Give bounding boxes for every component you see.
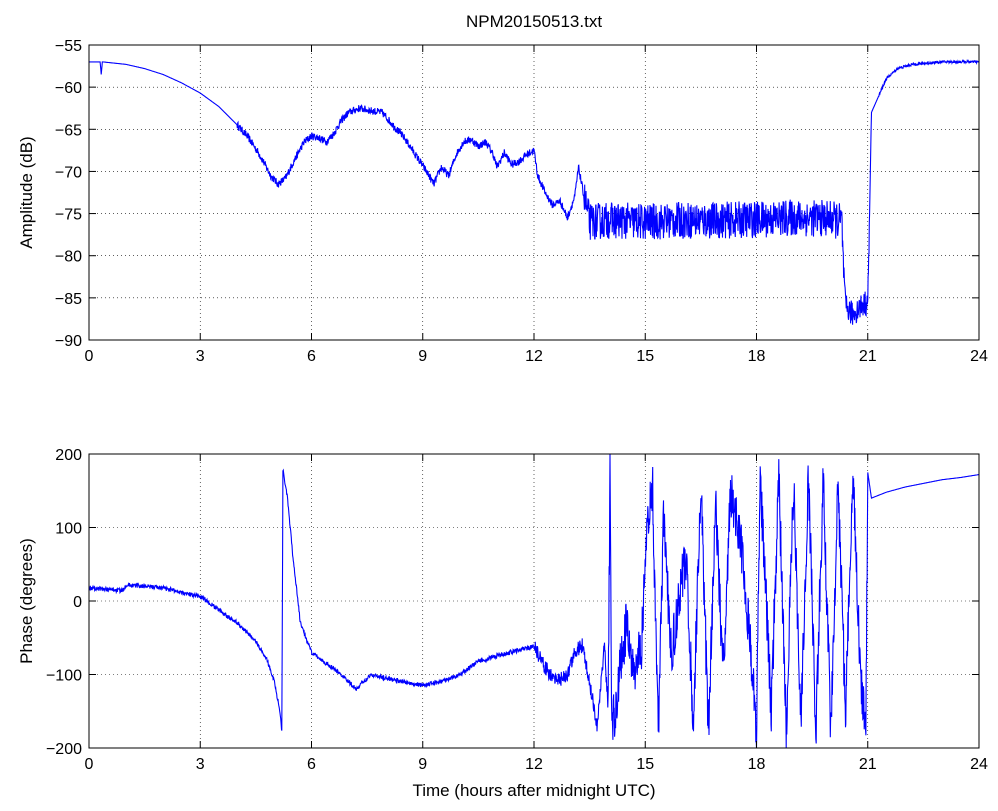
y-tick-label: −90 xyxy=(55,333,82,350)
x-tick-label: 24 xyxy=(970,348,988,365)
x-tick-label: 3 xyxy=(196,348,205,365)
series-line xyxy=(89,58,980,325)
x-tick-label: 21 xyxy=(859,756,877,773)
y-tick-label: 200 xyxy=(55,447,82,464)
x-tick-label: 12 xyxy=(525,756,543,773)
y-tick-label: −65 xyxy=(55,122,82,139)
x-tick-label: 15 xyxy=(636,756,654,773)
y-tick-label: 0 xyxy=(73,594,82,611)
series-line xyxy=(88,453,979,749)
y-tick-label: −85 xyxy=(55,291,82,308)
x-tick-label: 6 xyxy=(307,756,316,773)
x-tick-label: 24 xyxy=(970,756,988,773)
y-tick-label: −100 xyxy=(46,668,82,685)
chart-panel-2: 0 3 6 9 12 15 18 21 24 −200 −100 0 100 200 Phase (degr… xyxy=(17,447,988,800)
y-tick-label: −75 xyxy=(55,207,82,224)
chart-title: NPM20150513.txt xyxy=(466,12,602,31)
x-tick-label: 9 xyxy=(418,348,427,365)
x-tick-label: 9 xyxy=(418,756,427,773)
x-tick-label: 15 xyxy=(636,348,654,365)
x-axis-label: Time (hours after midnight UTC) xyxy=(412,781,655,800)
x-tick-label: 21 xyxy=(859,348,877,365)
y-tick-label: −55 xyxy=(55,38,82,55)
x-tick-label: 6 xyxy=(307,348,316,365)
x-tick-label: 18 xyxy=(748,756,766,773)
x-tick-label: 18 xyxy=(748,348,766,365)
y-tick-label: −200 xyxy=(46,741,82,758)
x-tick-label: 3 xyxy=(196,756,205,773)
y-axis-label: Amplitude (dB) xyxy=(17,136,36,248)
y-axis-label: Phase (degrees) xyxy=(17,538,36,664)
y-tick-label: −80 xyxy=(55,249,82,266)
x-tick-label: 0 xyxy=(85,756,94,773)
chart-panel-1: 0 3 6 9 12 15 18 21 24 −90 −85 −80 −75 −70 −65 −60 −55 NP… xyxy=(17,12,988,365)
y-tick-label: 100 xyxy=(55,521,82,538)
y-tick-label: −70 xyxy=(55,164,82,181)
x-tick-label: 12 xyxy=(525,348,543,365)
y-tick-label: −60 xyxy=(55,80,82,97)
x-tick-label: 0 xyxy=(85,348,94,365)
